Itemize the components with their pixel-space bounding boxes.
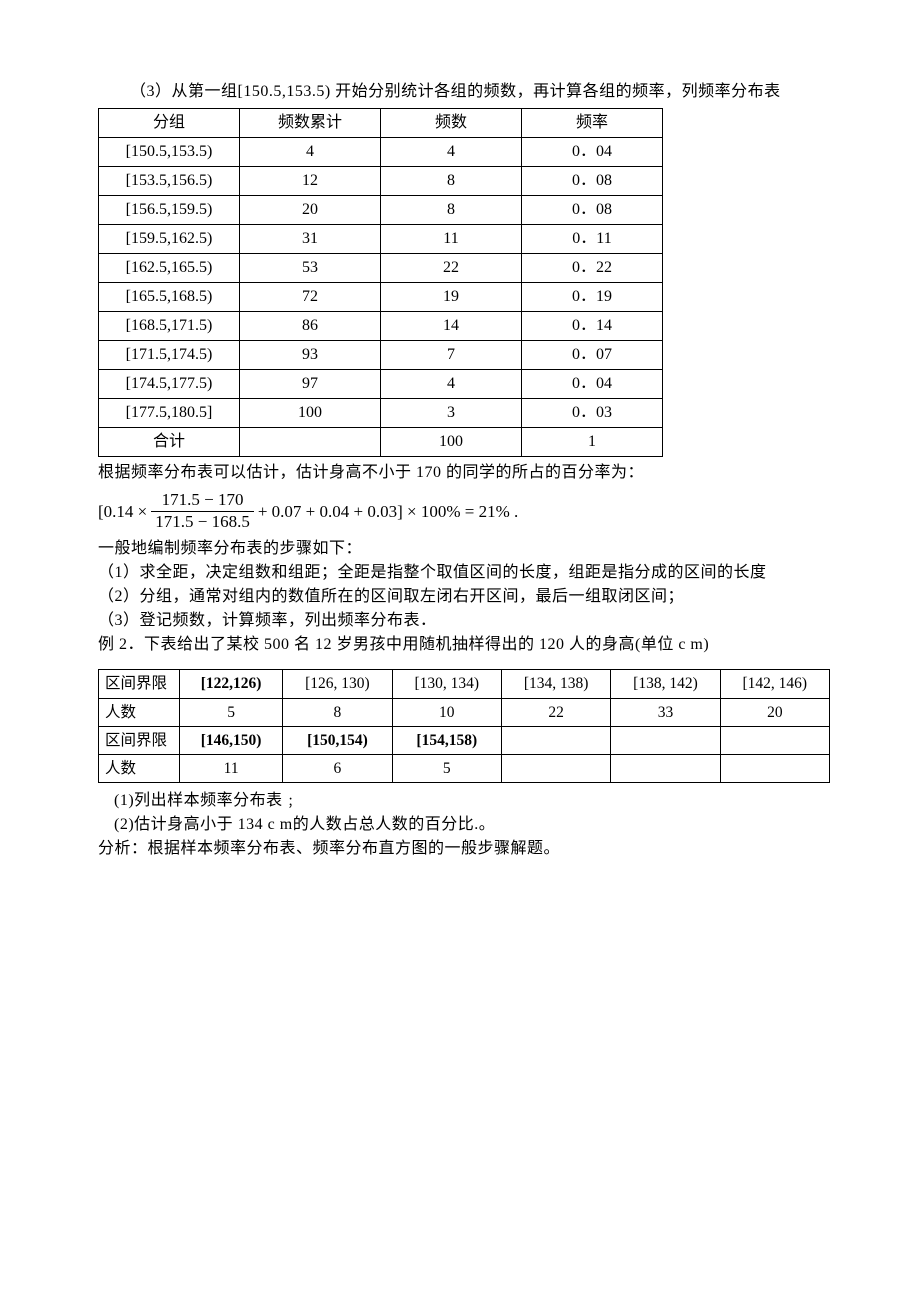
- count-cell: [611, 755, 720, 783]
- interval-cell: [138, 142): [611, 670, 720, 698]
- label-count: 人数: [99, 698, 180, 726]
- th-freq: 频数: [381, 109, 522, 138]
- analysis-line: 分析：根据样本频率分布表、频率分布直方图的一般步骤解题。: [98, 837, 830, 861]
- interval-cell: [122,126): [180, 670, 283, 698]
- count-row-bottom: 人数 11 6 5: [99, 755, 830, 783]
- intro-line: （3）从第一组[150.5,153.5) 开始分别统计各组的频数，再计算各组的频…: [98, 80, 830, 104]
- interval-cell: [611, 726, 720, 754]
- table-row: [174.5,177.5)9740．04: [99, 370, 663, 399]
- count-cell: 5: [180, 698, 283, 726]
- fraction: 171.5 − 170 171.5 − 168.5: [151, 491, 254, 531]
- formula-post: + 0.07 + 0.04 + 0.03] × 100% = 21% .: [258, 503, 518, 520]
- count-cell: 33: [611, 698, 720, 726]
- table-row: [159.5,162.5)31110．11: [99, 225, 663, 254]
- interval-cell: [130, 134): [392, 670, 501, 698]
- table-header-row: 分组 频数累计 频数 频率: [99, 109, 663, 138]
- interval-row-top: 区间界限 [122,126) [126, 130) [130, 134) [13…: [99, 670, 830, 698]
- count-cell: 11: [180, 755, 283, 783]
- th-rate: 频率: [522, 109, 663, 138]
- label-interval: 区间界限: [99, 726, 180, 754]
- count-cell: 10: [392, 698, 501, 726]
- interval-cell: [126, 130): [283, 670, 392, 698]
- frequency-dist-table: 分组 频数累计 频数 频率 [150.5,153.5)440．04 [153.5…: [98, 108, 663, 457]
- example2-line: 例 2．下表给出了某校 500 名 12 岁男孩中用随机抽样得出的 120 人的…: [98, 633, 830, 657]
- interval-cell: [501, 726, 610, 754]
- step-2: （2）分组，通常对组内的数值所在的区间取左闭右开区间，最后一组取闭区间；: [98, 585, 830, 609]
- count-cell: [720, 755, 829, 783]
- interval-cell: [146,150): [180, 726, 283, 754]
- table-row: [177.5,180.5]10030．03: [99, 399, 663, 428]
- table-row: [150.5,153.5)440．04: [99, 138, 663, 167]
- th-group: 分组: [99, 109, 240, 138]
- interval-cell: [720, 726, 829, 754]
- count-cell: 20: [720, 698, 829, 726]
- table-row: [171.5,174.5)9370．07: [99, 341, 663, 370]
- label-interval: 区间界限: [99, 670, 180, 698]
- fraction-denominator: 171.5 − 168.5: [151, 511, 254, 532]
- interval-row-bottom: 区间界限 [146,150) [150,154) [154,158): [99, 726, 830, 754]
- interval-cell: [134, 138): [501, 670, 610, 698]
- table-total-row: 合计1001: [99, 428, 663, 457]
- question-1: (1)列出样本频率分布表﹔: [98, 789, 830, 813]
- step-3: （3）登记频数，计算频率，列出频率分布表．: [98, 609, 830, 633]
- count-cell: 22: [501, 698, 610, 726]
- table-row: [165.5,168.5)72190．19: [99, 283, 663, 312]
- steps-intro: 一般地编制频率分布表的步骤如下：: [98, 537, 830, 561]
- interval-cell: [142, 146): [720, 670, 829, 698]
- count-cell: 6: [283, 755, 392, 783]
- step-1: （1）求全距，决定组数和组距；全距是指整个取值区间的长度，组距是指分成的区间的长…: [98, 561, 830, 585]
- formula-pre: [0.14 ×: [98, 503, 147, 520]
- interval-cell: [150,154): [283, 726, 392, 754]
- count-cell: 8: [283, 698, 392, 726]
- question-2: (2)估计身高小于 134 c m的人数占总人数的百分比.。: [98, 813, 830, 837]
- height-range-table: 区间界限 [122,126) [126, 130) [130, 134) [13…: [98, 669, 830, 783]
- table-row: [156.5,159.5)2080．08: [99, 196, 663, 225]
- table-row: [168.5,171.5)86140．14: [99, 312, 663, 341]
- fraction-numerator: 171.5 − 170: [158, 491, 248, 511]
- interval-cell: [154,158): [392, 726, 501, 754]
- calculation-formula: [0.14 × 171.5 − 170 171.5 − 168.5 + 0.07…: [98, 491, 830, 531]
- table-row: [153.5,156.5)1280．08: [99, 167, 663, 196]
- table-row: [162.5,165.5)53220．22: [99, 254, 663, 283]
- count-cell: 5: [392, 755, 501, 783]
- th-cumfreq: 频数累计: [240, 109, 381, 138]
- count-row-top: 人数 5 8 10 22 33 20: [99, 698, 830, 726]
- count-cell: [501, 755, 610, 783]
- label-count: 人数: [99, 755, 180, 783]
- post-table-line: 根据频率分布表可以估计，估计身高不小于 170 的同学的所占的百分率为：: [98, 461, 830, 485]
